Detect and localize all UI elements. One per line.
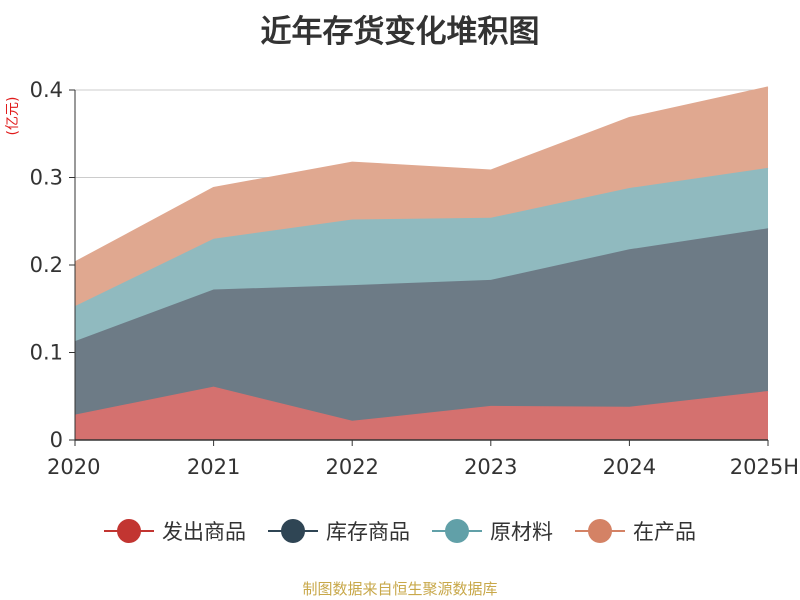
- chart-legend: 发出商品 库存商品 原材料 在产品: [0, 516, 800, 546]
- y-tick-label: 0.2: [30, 253, 63, 277]
- area-发出商品: [75, 386, 768, 440]
- legend-marker-icon: [575, 518, 625, 544]
- data-source-note: 制图数据来自恒生聚源数据库: [302, 580, 498, 598]
- area-原材料: [75, 167, 768, 342]
- y-tick-label: 0.4: [30, 78, 63, 102]
- legend-marker-icon: [432, 518, 482, 544]
- x-tick-label: 2025H: [730, 455, 799, 479]
- x-tick-label: 2022: [325, 455, 378, 479]
- y-tick-label: 0: [50, 428, 63, 452]
- series-line-在产品: [74, 86, 769, 264]
- legend-item-原材料[interactable]: 原材料: [432, 516, 553, 546]
- y-tick-label: 0.3: [30, 166, 63, 190]
- area-库存商品: [75, 228, 768, 421]
- x-tick-label: 2024: [603, 455, 656, 479]
- legend-label: 发出商品: [162, 520, 246, 544]
- legend-marker-icon: [268, 518, 318, 544]
- legend-label: 原材料: [490, 520, 553, 544]
- legend-item-发出商品[interactable]: 发出商品: [104, 516, 246, 546]
- y-tick-label: 0.1: [30, 341, 63, 365]
- chart-title: 近年存货变化堆积图: [260, 14, 540, 50]
- area-在产品: [75, 87, 768, 307]
- legend-item-在产品[interactable]: 在产品: [575, 516, 696, 546]
- legend-label: 库存商品: [326, 520, 410, 544]
- legend-marker-icon: [104, 518, 154, 544]
- legend-label: 在产品: [633, 520, 696, 544]
- x-tick-label: 2021: [187, 455, 240, 479]
- x-tick-label: 2023: [464, 455, 517, 479]
- axes: 0 0.1 0.2 0.3 0.4 2020 2021 2022 2023 2024 2025H: [30, 78, 799, 479]
- stacked-areas: [74, 86, 769, 440]
- x-tick-label: 2020: [47, 455, 100, 479]
- legend-item-库存商品[interactable]: 库存商品: [268, 516, 410, 546]
